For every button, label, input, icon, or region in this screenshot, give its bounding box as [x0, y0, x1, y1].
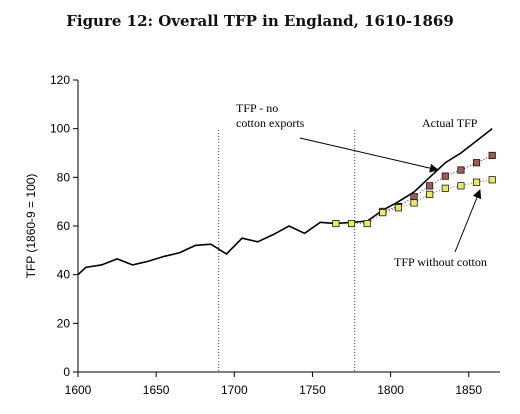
series-line-without-cotton	[335, 179, 493, 224]
annotation-without-cotton: TFP without cotton	[394, 255, 487, 269]
series-point-without-cotton	[457, 182, 465, 190]
series-point-without-cotton	[488, 176, 496, 184]
y-tick-label: 60	[57, 219, 71, 233]
series-point-without-cotton	[363, 220, 371, 228]
x-tick-label: 1800	[377, 383, 404, 397]
y-tick-label: 100	[50, 122, 70, 136]
x-tick-label: 1700	[221, 383, 248, 397]
series-point-without-cotton	[347, 220, 356, 228]
x-tick-label: 1750	[299, 383, 326, 397]
y-tick-label: 80	[57, 170, 71, 184]
x-tick-label: 1850	[455, 383, 482, 397]
series-point-no-cotton-exports	[441, 172, 449, 180]
annotation-arrow-without-cotton	[454, 189, 482, 253]
annotation-no-cotton-exports-line1: TFP - no	[236, 101, 278, 115]
series-line-no-cotton-exports	[382, 155, 493, 212]
annotation-arrow-no-cotton-exports	[299, 137, 439, 173]
series-point-no-cotton-exports	[473, 159, 481, 167]
series-point-no-cotton-exports	[457, 166, 465, 174]
y-tick-label: 0	[63, 365, 70, 379]
series-point-without-cotton	[473, 178, 481, 186]
x-tick-label: 1650	[143, 383, 170, 397]
series-point-no-cotton-exports	[410, 193, 418, 201]
y-tick-label: 20	[57, 316, 71, 330]
x-tick-label: 1600	[65, 383, 92, 397]
series-point-no-cotton-exports	[426, 182, 434, 190]
series-point-without-cotton	[394, 204, 402, 212]
series-line-actual-tfp	[77, 128, 493, 276]
series-point-without-cotton	[410, 199, 418, 207]
series-point-without-cotton	[379, 209, 387, 217]
annotation-actual-tfp: Actual TFP	[422, 116, 478, 130]
series-point-without-cotton	[332, 220, 340, 228]
annotation-no-cotton-exports-line2: cotton exports	[236, 116, 305, 130]
y-axis-label: TFP (1860-9 = 100)	[24, 174, 38, 279]
y-tick-label: 40	[57, 268, 71, 282]
chart-title: Figure 12: Overall TFP in England, 1610-…	[66, 12, 454, 30]
y-tick-label: 120	[50, 73, 70, 87]
series-point-no-cotton-exports	[488, 151, 496, 159]
series-point-without-cotton	[441, 184, 449, 192]
series-point-without-cotton	[426, 190, 434, 198]
